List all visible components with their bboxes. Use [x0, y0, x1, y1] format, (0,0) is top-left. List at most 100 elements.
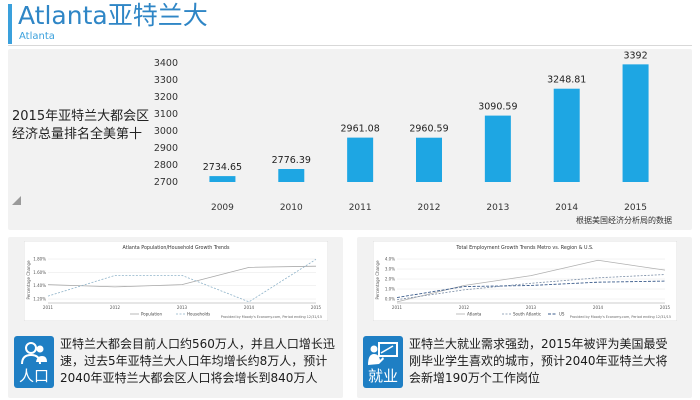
employment-description: 亚特兰大就业需求强劲，2015年被评为美国最受 刚毕业学生喜欢的城市，预计204… [409, 336, 687, 387]
mini-y-tick: 1.60% [33, 270, 46, 275]
bar [278, 169, 305, 182]
gdp-headline-line1: 2015年亚特兰大都会区 [12, 109, 150, 124]
employment-trend-chart: Total Employment Growth Trends Metro vs.… [373, 241, 677, 321]
title-accent-bar [8, 4, 12, 44]
bar-value-label: 3090.59 [478, 102, 517, 113]
mini-chart-title: Total Employment Growth Trends Metro vs.… [455, 245, 593, 251]
y-tick-label: 2900 [154, 143, 178, 154]
bars [209, 64, 649, 182]
bar-value-label: 2734.65 [203, 162, 242, 173]
mini-x-tick: 2012 [459, 305, 470, 310]
y-tick-label: 2700 [154, 177, 178, 188]
bar-value-label: 3248.81 [547, 75, 586, 86]
mini-chart-frame [373, 241, 677, 321]
bar-value-label: 2776.39 [272, 155, 311, 166]
mini-legend-label: Atlanta [467, 312, 482, 317]
bar [416, 137, 442, 182]
employment-line3: 会新增190万个工作岗位 [409, 371, 540, 385]
population-badge: 人口 [14, 336, 54, 388]
x-tick-label: 2010 [280, 203, 303, 213]
corner-triangle-icon [12, 196, 21, 205]
mini-y-tick: 4.0% [385, 257, 395, 262]
mini-chart-ylabel: Percentage Change [375, 260, 380, 300]
mini-series-line [396, 259, 666, 303]
mini-chart-title: Atlanta Population/Household Growth Tren… [123, 245, 230, 251]
mini-chart-footnote: Provided by Moody's Economy.com, Period … [570, 315, 671, 319]
y-tick-label: 3400 [154, 58, 178, 69]
mini-y-tick: 0.0% [385, 297, 395, 302]
y-tick-label: 3300 [154, 75, 178, 86]
x-tick-label: 2012 [418, 203, 441, 213]
page-subtitle: Atlanta [19, 31, 55, 42]
source-note: 根据美国经济分析局的数据 [576, 215, 672, 225]
mini-y-tick: 2.0% [385, 277, 395, 282]
employment-badge-label: 就业 [367, 367, 398, 385]
mini-x-tick: 2012 [110, 305, 121, 310]
x-tick-label: 2013 [486, 203, 509, 213]
mini-x-tick: 2014 [593, 305, 604, 310]
mini-legend-label: South Atlantic [513, 312, 541, 317]
mini-legend-label: Population [141, 312, 162, 317]
mini-y-tick: 1.20% [33, 297, 46, 302]
population-badge-label: 人口 [18, 367, 49, 385]
gdp-headline: 2015年亚特兰大都会区 经济总量排名全美第十 [12, 108, 182, 144]
x-tick-label: 2015 [624, 203, 647, 213]
bar-value-label: 2961.08 [340, 124, 379, 135]
bar [553, 88, 580, 182]
y-axis-ticks: 3400 3300 3200 3100 3000 2900 2800 2700 [154, 58, 178, 188]
header: Atlanta亚特兰大 Atlanta [0, 0, 700, 46]
y-tick-label: 3200 [154, 92, 178, 103]
population-description: 亚特兰大都会目前人口约560万人，并且人口增长迅 速，过去5年亚特兰大人口年均增… [60, 336, 335, 387]
y-tick-label: 3000 [154, 126, 178, 137]
mini-chart-frame [24, 241, 328, 321]
bar [622, 64, 649, 182]
population-panel: Atlanta Population/Household Growth Tren… [8, 237, 343, 398]
y-tick-label: 2800 [154, 160, 178, 171]
mini-series-line [396, 280, 666, 298]
mini-x-tick: 2013 [177, 305, 188, 310]
y-tick-label: 3100 [154, 109, 178, 120]
header-divider [8, 45, 692, 46]
mini-x-tick: 2015 [660, 305, 671, 310]
x-tick-label: 2014 [555, 203, 578, 213]
x-tick-label: 2011 [349, 203, 372, 213]
mini-legend-label: Households [187, 312, 210, 317]
x-axis-ticks: 2009 2010 2011 2012 2013 2014 2015 [211, 203, 647, 213]
x-tick-label: 2009 [211, 203, 234, 213]
bar-value-label: 2960.59 [409, 124, 448, 135]
people-icon [21, 342, 47, 365]
mini-series-line [47, 258, 317, 303]
mini-x-tick: 2014 [244, 305, 255, 310]
mini-x-tick: 2011 [392, 305, 403, 310]
bar [209, 176, 236, 182]
population-line3: 2040年亚特兰大都会区人口将会增长到840万人 [60, 371, 318, 385]
presenter-icon [368, 342, 398, 365]
employment-badge: 就业 [363, 336, 403, 388]
mini-y-tick: 1.0% [385, 287, 395, 292]
employment-panel: Total Employment Growth Trends Metro vs.… [357, 237, 692, 398]
employment-line2: 刚毕业学生喜欢的城市，预计2040年亚特兰大将 [409, 354, 668, 368]
mini-x-tick: 2011 [43, 305, 54, 310]
mini-x-tick: 2015 [311, 305, 322, 310]
mini-y-tick: 1.40% [33, 283, 46, 288]
mini-series-line [47, 265, 317, 288]
bar [347, 137, 374, 182]
bar-value-label: 3392 [623, 50, 647, 61]
mini-chart-ylabel: Percentage Change [26, 260, 31, 300]
mini-series-line [396, 274, 666, 301]
gdp-bar-chart: 3400 3300 3200 3100 3000 2900 2800 2700 2734.65… [154, 50, 672, 225]
population-line1: 亚特兰大都会目前人口约560万人，并且人口增长迅 [60, 337, 335, 351]
population-line2: 速，过去5年亚特兰大人口年均增长约8万人，预计 [60, 354, 328, 368]
mini-y-tick: 3.0% [385, 267, 395, 272]
mini-chart-footnote: Provided by Moody's Economy.com, Period … [221, 315, 322, 319]
employment-line1: 亚特兰大就业需求强劲，2015年被评为美国最受 [409, 337, 668, 351]
bar-value-labels: 2734.65 2776.39 2961.08 2960.59 3090.59 3248.… [203, 50, 648, 173]
page-title: Atlanta亚特兰大 [18, 1, 208, 30]
mini-legend-label: US [559, 312, 565, 317]
mini-y-tick: 1.80% [33, 257, 46, 262]
mini-x-tick: 2013 [526, 305, 537, 310]
bar [484, 115, 511, 182]
gdp-headline-line2: 经济总量排名全美第十 [12, 127, 143, 142]
population-trend-chart: Atlanta Population/Household Growth Tren… [24, 241, 328, 321]
